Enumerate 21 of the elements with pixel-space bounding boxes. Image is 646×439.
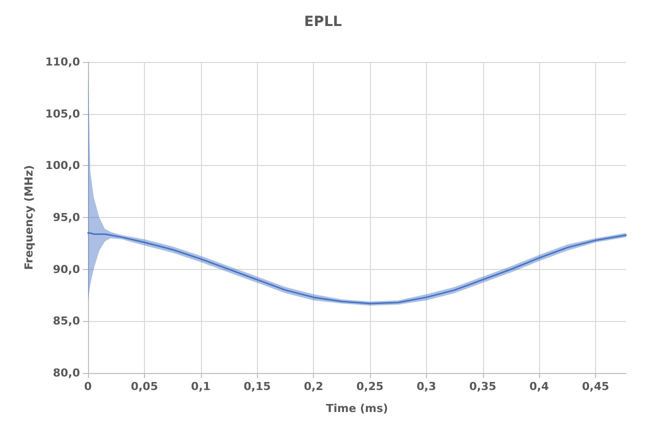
x-tick-label: 0,3 (416, 380, 436, 393)
x-tick-label: 0,15 (244, 380, 271, 393)
x-tick-label: 0,1 (191, 380, 211, 393)
y-tick-label: 85,0 (52, 314, 80, 328)
x-axis-title: Time (ms) (326, 402, 388, 415)
y-tick-label: 110,0 (45, 56, 80, 68)
y-tick-label: 95,0 (52, 211, 80, 224)
chart-title: EPLL (304, 14, 342, 30)
y-tick-label: 100,0 (45, 159, 80, 172)
x-tick-label: 0,45 (582, 380, 610, 393)
line-series (87, 232, 627, 304)
x-tick-label: 0,2 (304, 380, 324, 393)
x-tick-label: 0,05 (130, 380, 158, 393)
x-tick-label: 0,25 (356, 380, 384, 393)
y-tick-label: 80,0 (52, 366, 80, 380)
y-tick-label: 90,0 (52, 262, 80, 276)
x-tick-label: 0 (84, 380, 92, 393)
x-tick-label: 0,4 (529, 380, 550, 393)
y-axis-title: Frequency (MHz) (22, 165, 36, 270)
x-tick-label: 0,35 (469, 380, 496, 393)
y-tick-label: 105,0 (45, 107, 80, 120)
